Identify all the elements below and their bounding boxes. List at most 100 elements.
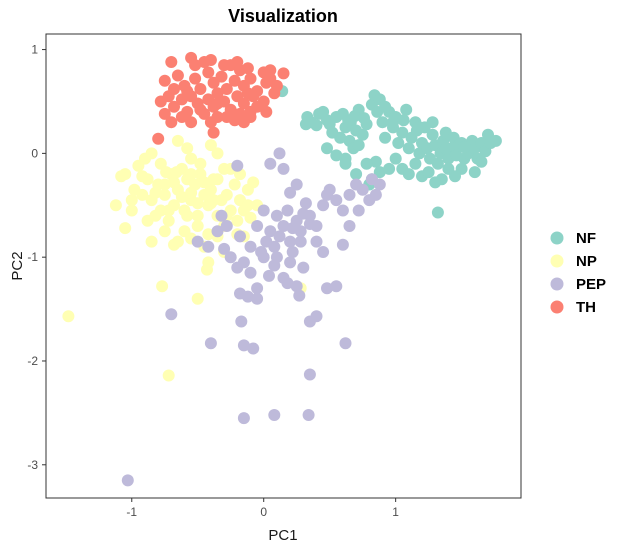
- point-pep: [231, 159, 244, 172]
- point-nf: [389, 152, 402, 165]
- point-pep: [247, 342, 260, 355]
- point-pep: [284, 256, 297, 269]
- x-axis-ticks: -1 0 1: [126, 498, 399, 519]
- point-th: [228, 114, 241, 127]
- point-th: [175, 111, 188, 123]
- point-np: [191, 220, 204, 232]
- point-nf: [369, 155, 382, 168]
- point-nf: [426, 116, 439, 129]
- point-pep: [293, 289, 306, 302]
- point-np: [185, 186, 198, 199]
- point-nf: [379, 131, 392, 144]
- point-pep: [251, 282, 264, 295]
- point-np: [125, 204, 138, 217]
- point-th: [181, 85, 194, 98]
- point-np: [141, 214, 154, 227]
- point-pep: [281, 204, 294, 217]
- legend: NF NP PEP TH: [550, 230, 606, 316]
- point-np: [185, 168, 198, 181]
- point-pep: [268, 240, 281, 253]
- point-np: [62, 310, 75, 323]
- point-th: [185, 116, 198, 129]
- legend-key-pep: [550, 277, 564, 291]
- point-nf: [409, 157, 422, 170]
- point-np: [201, 263, 213, 276]
- y-tick-label: 0: [31, 146, 38, 160]
- point-np: [220, 188, 233, 201]
- point-pep: [257, 204, 270, 217]
- point-nf: [426, 128, 439, 141]
- point-th: [194, 83, 207, 95]
- point-th: [158, 74, 171, 87]
- point-np: [170, 166, 183, 179]
- y-tick-label: -3: [27, 458, 38, 472]
- point-nf: [455, 162, 468, 175]
- point-nf: [339, 157, 352, 170]
- point-pep: [299, 197, 312, 210]
- point-np: [191, 209, 204, 222]
- point-nf: [439, 142, 452, 155]
- point-pep: [165, 308, 178, 321]
- point-pep: [244, 266, 257, 279]
- point-th: [264, 64, 277, 77]
- point-nf: [358, 112, 370, 125]
- point-nf: [400, 103, 413, 116]
- point-nf: [422, 166, 435, 179]
- point-nf: [413, 121, 426, 134]
- point-nf: [431, 157, 444, 170]
- point-th: [152, 132, 165, 145]
- point-np: [156, 280, 169, 293]
- point-pep: [251, 220, 264, 232]
- point-pep: [290, 178, 303, 191]
- point-th: [218, 59, 231, 72]
- point-pep: [310, 235, 323, 248]
- point-np: [171, 134, 184, 147]
- point-nf: [392, 137, 405, 149]
- point-pep: [284, 235, 297, 248]
- point-pep: [277, 162, 290, 175]
- legend-label-np: NP: [576, 253, 597, 270]
- point-pep: [234, 230, 246, 243]
- point-th: [220, 83, 233, 95]
- legend-label-pep: PEP: [576, 276, 606, 293]
- point-pep: [215, 209, 228, 222]
- point-pep: [302, 409, 315, 421]
- y-axis-ticks: 1 0 -1 -2 -3: [27, 43, 46, 472]
- x-axis-title: PC1: [268, 527, 297, 544]
- legend-label-th: TH: [576, 299, 596, 316]
- point-nf: [429, 176, 442, 189]
- point-nf: [321, 142, 333, 155]
- point-pep: [257, 251, 270, 264]
- point-nf: [468, 166, 481, 179]
- point-pep: [237, 412, 250, 425]
- point-th: [171, 69, 184, 82]
- plot-panel: [45, 33, 522, 499]
- point-np: [149, 186, 162, 199]
- point-np: [181, 142, 194, 155]
- point-pep: [303, 209, 316, 222]
- point-pep: [264, 225, 277, 238]
- point-th: [237, 97, 250, 110]
- y-tick-label: -2: [27, 354, 38, 368]
- point-np: [109, 199, 122, 212]
- point-nf: [326, 126, 339, 139]
- point-np: [181, 209, 194, 222]
- x-tick-label: 1: [392, 505, 399, 519]
- point-pep: [273, 147, 286, 160]
- point-pep: [237, 256, 250, 269]
- point-np: [171, 235, 184, 248]
- point-pep: [290, 280, 303, 293]
- point-pep: [263, 269, 275, 282]
- point-pep: [235, 315, 248, 328]
- x-tick-label: 0: [260, 505, 267, 519]
- point-np: [119, 222, 132, 235]
- point-nf: [373, 166, 386, 179]
- point-nf: [376, 116, 389, 129]
- point-pep: [277, 220, 290, 232]
- point-pep: [241, 290, 254, 303]
- point-pep: [323, 183, 336, 196]
- point-th: [268, 87, 281, 100]
- point-th: [189, 72, 202, 85]
- point-pep: [237, 339, 250, 352]
- point-np: [191, 292, 204, 305]
